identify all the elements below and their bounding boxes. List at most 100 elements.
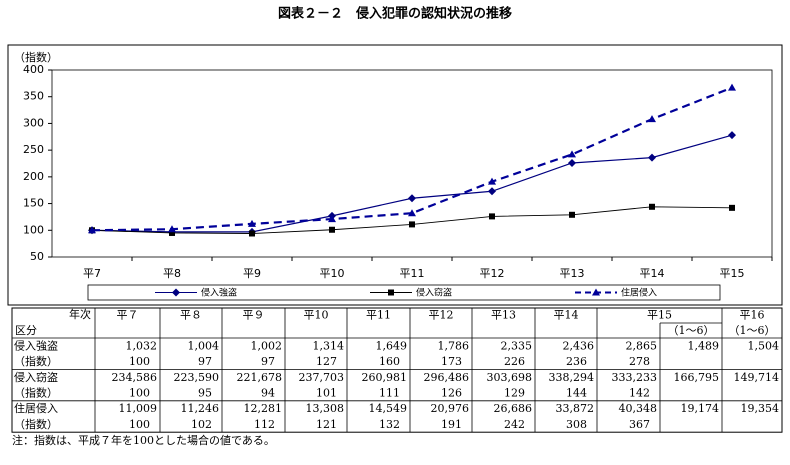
marker (592, 288, 600, 296)
plot-area (51, 69, 773, 258)
x-tick-label: 平12 (480, 267, 505, 280)
count-cell: 20,976 (431, 402, 470, 415)
period-label: （1～6） (729, 324, 776, 337)
series-line (91, 134, 733, 233)
marker (648, 153, 656, 162)
marker (168, 225, 176, 233)
row-label: （指数） (14, 385, 58, 399)
y-axis-label: （指数） (14, 50, 58, 64)
period-label: （1～6） (668, 324, 715, 337)
index-cell: 126 (441, 386, 462, 399)
legend-label: 侵入窃盗 (416, 287, 452, 299)
y-tick-label: 250 (23, 143, 44, 156)
corner-top: 年次 (69, 307, 91, 321)
series-line (91, 86, 733, 232)
marker (328, 215, 336, 223)
index-cell: 100 (129, 386, 150, 399)
index-cell: 129 (504, 386, 525, 399)
count-cell: 234,586 (112, 371, 158, 384)
y-tick-label: 100 (23, 223, 44, 236)
x-tick-label: 平8 (163, 267, 181, 280)
index-cell: 112 (254, 418, 275, 431)
count-cell: 1,786 (438, 339, 470, 352)
count-cell: 2,865 (626, 339, 658, 352)
count-cell: 260,981 (362, 371, 408, 384)
marker (488, 177, 496, 185)
count-cell: 1,032 (126, 339, 158, 352)
index-cell: 95 (198, 386, 212, 399)
marker (88, 226, 96, 234)
marker (409, 221, 415, 228)
marker (649, 203, 655, 210)
marker (488, 187, 496, 196)
year-header: 平11 (366, 309, 391, 322)
index-cell: 242 (504, 418, 525, 431)
count-cell: 19,174 (681, 402, 720, 415)
count-cell: 11,009 (119, 402, 158, 415)
y-tick-label: 150 (23, 197, 44, 210)
count-cell: 2,335 (501, 339, 533, 352)
year-header: 平12 (429, 309, 454, 322)
marker (569, 211, 575, 218)
chart-frame (7, 44, 783, 306)
index-cell: 278 (629, 355, 650, 368)
table-frame (11, 307, 783, 433)
year-header: 平９ (243, 309, 265, 322)
x-tick-label: 平11 (400, 267, 425, 280)
count-cell: 1,004 (188, 339, 220, 352)
year-header: 平10 (304, 309, 329, 322)
year-header: 平16 (740, 309, 765, 322)
marker (388, 289, 394, 296)
count-cell: 1,649 (376, 339, 408, 352)
marker (489, 213, 495, 220)
row-label: （指数） (14, 417, 58, 431)
count-cell: 1,314 (313, 339, 345, 352)
count-cell: 149,714 (734, 371, 780, 384)
corner-bottom: 区分 (15, 324, 37, 337)
count-cell: 221,678 (237, 371, 283, 384)
index-cell: 100 (129, 418, 150, 431)
index-cell: 236 (566, 355, 587, 368)
count-cell: 303,698 (487, 371, 533, 384)
index-cell: 160 (379, 355, 400, 368)
x-tick-label: 平15 (720, 267, 745, 280)
marker (329, 226, 335, 233)
marker (169, 229, 175, 236)
year-header: 平８ (180, 309, 202, 322)
index-cell: 102 (191, 418, 212, 431)
chart-title: 図表２－２ 侵入犯罪の認知状況の推移 (278, 6, 512, 22)
count-cell: 1,002 (251, 339, 283, 352)
marker (172, 288, 180, 297)
count-cell: 33,872 (556, 402, 595, 415)
count-cell: 1,489 (688, 339, 720, 352)
index-cell: 173 (441, 355, 462, 368)
index-cell: 191 (441, 418, 462, 431)
x-tick-label: 平7 (83, 267, 101, 280)
marker (568, 158, 576, 167)
year-header: 平７ (117, 309, 139, 322)
marker (408, 209, 416, 217)
x-tick-label: 平14 (640, 267, 665, 280)
count-cell: 237,703 (299, 371, 345, 384)
index-cell: 132 (379, 418, 400, 431)
count-cell: 1,504 (748, 339, 780, 352)
index-cell: 121 (316, 418, 337, 431)
year-header: 平15 (647, 309, 672, 322)
index-cell: 226 (504, 355, 525, 368)
index-cell: 127 (316, 355, 337, 368)
index-cell: 144 (566, 386, 587, 399)
marker (249, 230, 255, 237)
count-cell: 19,354 (741, 402, 780, 415)
marker (648, 115, 656, 123)
index-cell: 97 (261, 355, 275, 368)
count-cell: 2,436 (563, 339, 595, 352)
index-cell: 142 (629, 386, 650, 399)
legend-box (87, 284, 721, 301)
x-tick-label: 平13 (560, 267, 585, 280)
count-cell: 13,308 (306, 402, 345, 415)
row-label: 侵入強盗 (14, 339, 58, 352)
x-tick-label: 平10 (320, 267, 345, 280)
row-label: 住居侵入 (14, 401, 58, 415)
count-cell: 14,549 (369, 402, 408, 415)
